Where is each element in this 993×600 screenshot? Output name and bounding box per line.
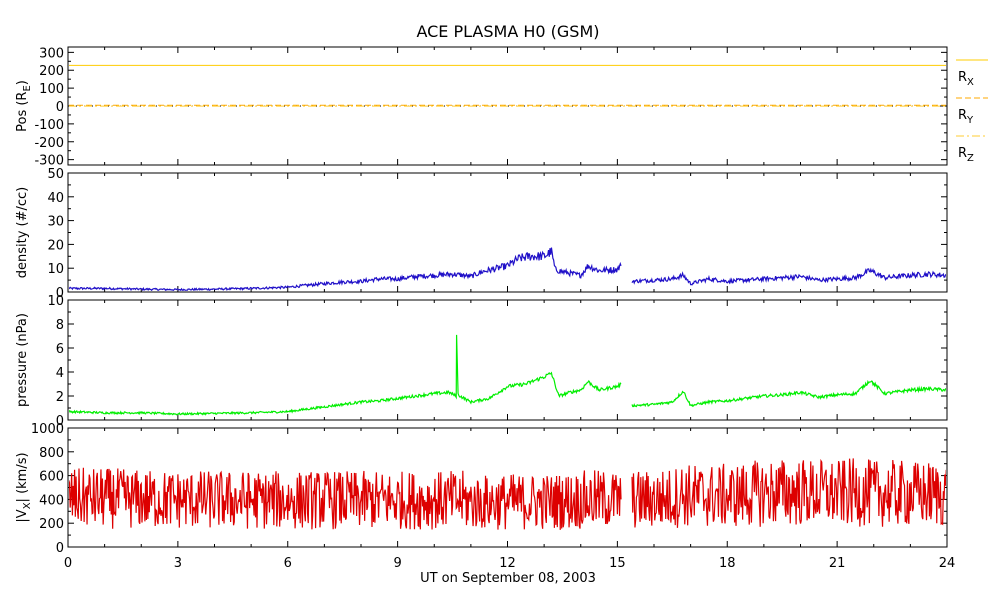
y-axis-label: Pos (RE) xyxy=(15,80,33,132)
y-tick-label: 1000 xyxy=(31,422,64,437)
x-tick-label: 0 xyxy=(64,556,72,571)
panel-1: 300 200 100 0 -100 -200 -300 Pos (RE) RX RY RZ xyxy=(15,46,988,169)
y-tick-label: -300 xyxy=(34,154,64,169)
y-tick-label: 40 xyxy=(47,191,64,206)
y-axis-label: |VX| (km/s) xyxy=(15,452,33,522)
x-tick-label: 24 xyxy=(939,556,956,571)
y-tick-label: 0 xyxy=(56,100,64,115)
y-tick-label: 400 xyxy=(39,493,64,508)
x-tick-label: 6 xyxy=(284,556,292,571)
legend-label-1: RX xyxy=(958,70,974,88)
chart-title: ACE PLASMA H0 (GSM) xyxy=(416,22,599,41)
series-line-panel2-1 xyxy=(69,247,622,291)
y-tick-label: 0 xyxy=(56,414,64,429)
panel-4: 1000 800 600 400 200 0 |VX| (km/s) 0 3 6 9 12 15 18 21… xyxy=(15,422,955,571)
series-line-panel4-1 xyxy=(69,467,622,530)
y-tick-label: 200 xyxy=(39,517,64,532)
x-tick-label: 9 xyxy=(393,556,401,571)
legend-label-2: RY xyxy=(958,108,974,126)
y-axis-label: density (#/cc) xyxy=(15,187,30,279)
y-tick-label: -100 xyxy=(34,118,64,133)
y-tick-label: 100 xyxy=(39,82,64,97)
x-axis-label: UT on September 08, 2003 xyxy=(420,571,596,586)
y-tick-label: 300 xyxy=(39,46,64,61)
series-line-panel3-2 xyxy=(631,379,946,408)
x-tick-label: 21 xyxy=(829,556,846,571)
series-line-panel2-2 xyxy=(631,267,946,286)
legend-label-3: RZ xyxy=(958,146,974,164)
y-tick-label: 0 xyxy=(56,541,64,556)
y-tick-label: 600 xyxy=(39,470,64,485)
y-tick-label: 2 xyxy=(56,390,64,405)
y-tick-label: 10 xyxy=(47,262,64,277)
series-line-panel4-2 xyxy=(631,458,946,528)
y-tick-label: 8 xyxy=(56,318,64,333)
y-tick-label: 0 xyxy=(56,286,64,301)
y-tick-label: 200 xyxy=(39,64,64,79)
x-tick-label: 3 xyxy=(174,556,182,571)
y-tick-label: 20 xyxy=(47,238,64,253)
y-tick-label: 10 xyxy=(47,294,64,309)
panel-3: 10 8 6 4 2 0 pressure (nPa) xyxy=(15,294,948,429)
y-tick-label: 4 xyxy=(56,366,64,381)
y-tick-label: 30 xyxy=(47,215,64,230)
y-axis-label: pressure (nPa) xyxy=(15,313,30,407)
x-tick-label: 15 xyxy=(609,556,626,571)
y-tick-label: 800 xyxy=(39,446,64,461)
y-tick-label: 6 xyxy=(56,342,64,357)
x-tick-label: 12 xyxy=(499,556,516,571)
x-tick-label: 18 xyxy=(719,556,736,571)
panel-2: 50 40 30 20 10 0 density (#/cc) xyxy=(15,167,948,301)
y-tick-label: 50 xyxy=(47,167,64,182)
series-line-panel3-1 xyxy=(69,334,622,416)
y-tick-label: -200 xyxy=(34,136,64,151)
